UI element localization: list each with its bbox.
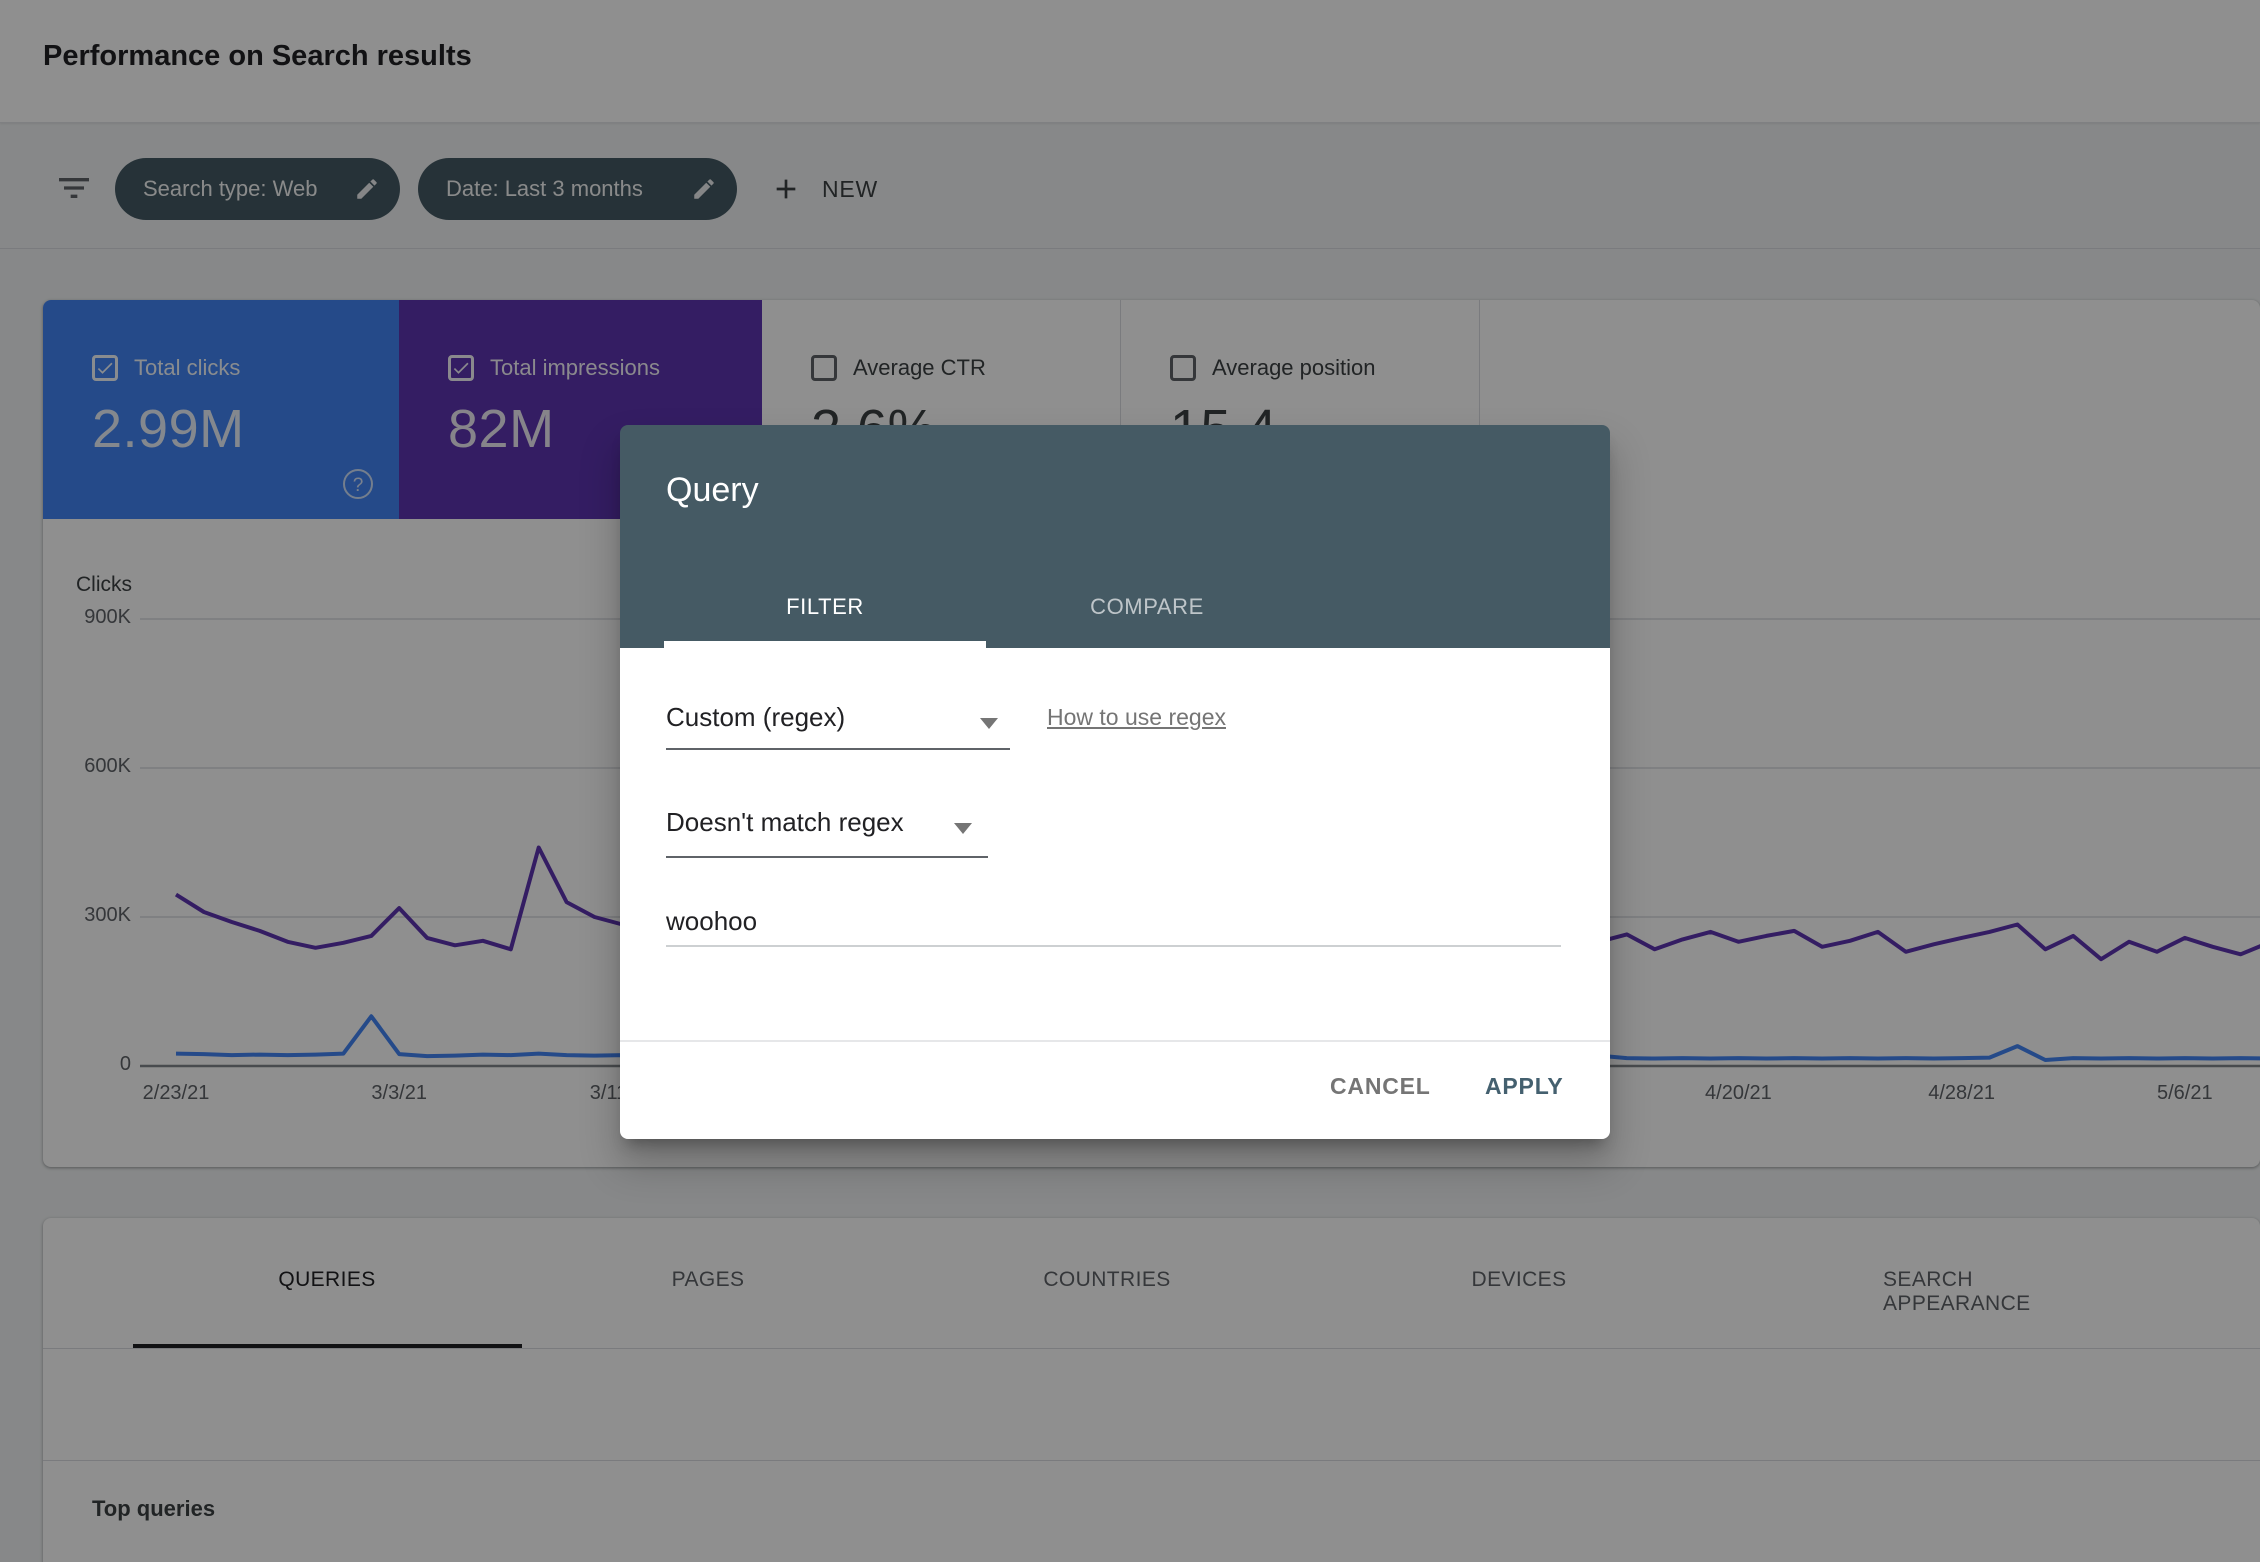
- tab-devices[interactable]: DEVICES: [1471, 1268, 1567, 1291]
- query-filter-dialog: Query FILTER COMPARE Custom (regex) How …: [620, 425, 1610, 1139]
- filter-type-select[interactable]: Custom (regex): [666, 702, 1010, 750]
- divider: [43, 1348, 2260, 1349]
- question-circle-icon[interactable]: [343, 469, 373, 499]
- dialog-title: Query: [666, 471, 759, 509]
- checkbox-total-impressions[interactable]: [448, 355, 474, 381]
- apply-button[interactable]: APPLY: [1475, 1063, 1574, 1109]
- chip-search-type-label: Search type: Web: [143, 176, 318, 201]
- tab-queries[interactable]: QUERIES: [278, 1268, 376, 1291]
- checkbox-average-position[interactable]: [1170, 355, 1196, 381]
- app-header: Performance on Search results: [0, 0, 2260, 123]
- pencil-icon[interactable]: [691, 176, 717, 202]
- active-dialog-tab-indicator: [664, 641, 986, 648]
- metric-label: Total impressions: [490, 355, 660, 380]
- dialog-tab-compare[interactable]: COMPARE: [1090, 594, 1204, 619]
- match-type-value: Doesn't match regex: [666, 807, 904, 837]
- filter-bar: [0, 123, 2260, 249]
- dialog-body: Custom (regex) How to use regex Doesn't …: [620, 648, 1610, 1139]
- checkbox-average-ctr[interactable]: [811, 355, 837, 381]
- metric-label: Average position: [1212, 355, 1376, 380]
- tab-pages[interactable]: PAGES: [671, 1268, 745, 1291]
- dimensions-panel: QUERIES PAGES COUNTRIES DEVICES SEARCH A…: [43, 1218, 2260, 1562]
- filter-type-value: Custom (regex): [666, 702, 846, 732]
- match-type-select[interactable]: Doesn't match regex: [666, 807, 988, 855]
- regex-help-link[interactable]: How to use regex: [1047, 704, 1226, 730]
- chip-date-range[interactable]: Date: Last 3 months: [418, 158, 737, 220]
- tab-search-appearance[interactable]: SEARCH APPEARANCE: [1883, 1268, 2031, 1315]
- dialog-tab-filter[interactable]: FILTER: [786, 594, 864, 619]
- filter-list-icon[interactable]: [54, 168, 94, 208]
- field-underline: [666, 748, 1010, 750]
- checkbox-total-clicks[interactable]: [92, 355, 118, 381]
- metric-card-total-clicks[interactable]: Total clicks 2.99M: [43, 300, 399, 519]
- caret-down-icon: [954, 823, 972, 834]
- metric-label: Average CTR: [853, 355, 986, 380]
- new-filter-button[interactable]: NEW: [770, 158, 878, 220]
- cancel-button[interactable]: CANCEL: [1320, 1063, 1441, 1109]
- page-title: Performance on Search results: [43, 40, 472, 72]
- plus-icon: [776, 179, 796, 199]
- regex-query-input[interactable]: [666, 906, 1561, 947]
- metric-label: Total clicks: [134, 355, 241, 380]
- metric-value: 2.99M: [92, 399, 245, 459]
- check-icon: [97, 362, 113, 374]
- chip-search-type[interactable]: Search type: Web: [115, 158, 400, 220]
- chip-date-range-label: Date: Last 3 months: [446, 176, 643, 201]
- tab-countries[interactable]: COUNTRIES: [1043, 1268, 1171, 1291]
- pencil-icon[interactable]: [354, 176, 380, 202]
- table-header-top-queries: Top queries: [92, 1496, 216, 1521]
- check-icon: [453, 362, 469, 374]
- dialog-header: Query FILTER COMPARE: [620, 425, 1610, 648]
- caret-down-icon: [980, 718, 998, 729]
- active-tab-indicator: [133, 1344, 522, 1349]
- metric-value: 82M: [448, 399, 555, 459]
- new-filter-label: NEW: [822, 175, 879, 202]
- divider: [43, 1460, 2260, 1461]
- field-underline: [666, 856, 988, 858]
- divider: [620, 1040, 1610, 1042]
